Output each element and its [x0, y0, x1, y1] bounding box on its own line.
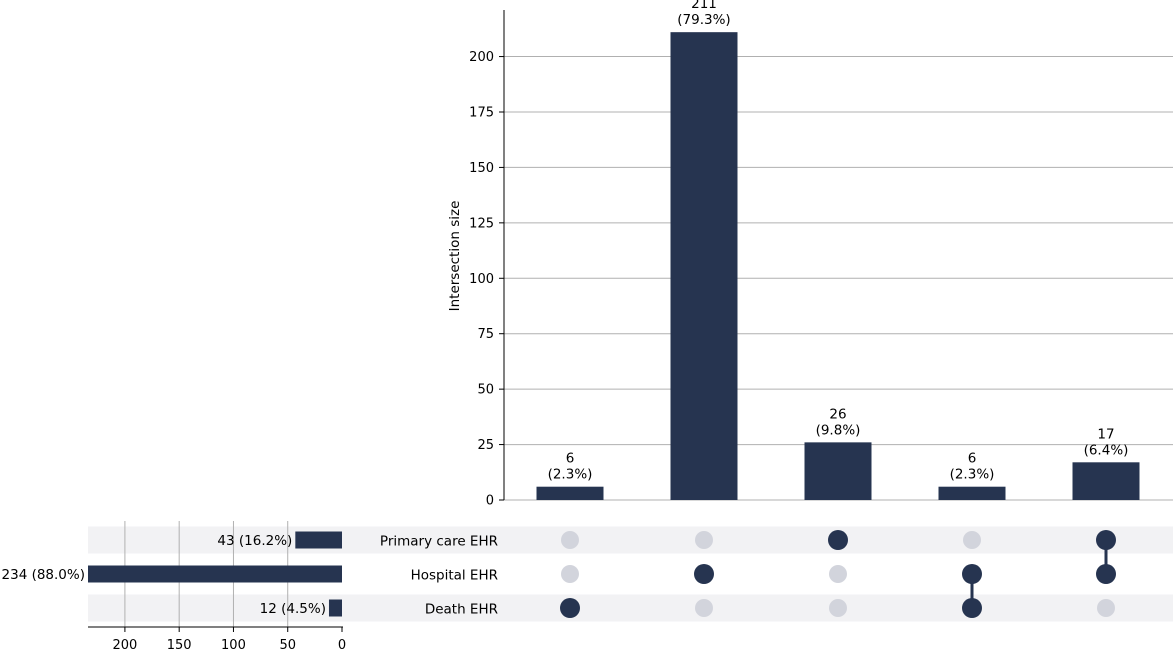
intersection-y-axis: 0 25 50 75 100 125 150 175 200: [469, 10, 505, 509]
set-size-tick-label: 50: [279, 638, 296, 651]
intersection-count-label: 211: [691, 0, 717, 12]
set-size-bar: [328, 599, 342, 617]
matrix-dot-active: [962, 598, 982, 618]
set-size-x-axis: 200 150 100 50 0: [88, 626, 346, 651]
intersection-percent-label: (2.3%): [548, 467, 593, 483]
set-size-bar: [295, 531, 342, 549]
y-tick-label: 200: [469, 50, 494, 65]
intersection-percent-label: (6.4%): [1084, 442, 1129, 458]
set-size-tick-label: 150: [167, 638, 192, 651]
set-size-label: 234 (88.0%): [2, 567, 85, 583]
matrix-stripe-0: [88, 526, 1173, 554]
matrix-dot-inactive: [829, 599, 847, 617]
set-size-tick-label: 100: [221, 638, 246, 651]
set-size-bar: [88, 565, 342, 583]
set-name-label: Death EHR: [425, 602, 498, 618]
matrix-dot-inactive: [561, 531, 579, 549]
y-tick-label: 100: [469, 272, 494, 287]
intersection-percent-label: (2.3%): [950, 467, 995, 483]
set-size-labels: 43 (16.2%) 234 (88.0%) 12 (4.5%): [2, 533, 326, 617]
intersection-percent-label: (79.3%): [677, 12, 730, 28]
intersection-count-label: 17: [1097, 426, 1114, 442]
intersection-count-label: 6: [566, 451, 575, 467]
matrix-dot-active: [694, 564, 714, 584]
y-tick-label: 150: [469, 161, 494, 176]
intersection-bar: [670, 32, 738, 501]
intersection-percent-label: (9.8%): [816, 422, 861, 438]
matrix-dot-inactive: [829, 565, 847, 583]
set-size-label: 43 (16.2%): [217, 533, 292, 549]
intersection-bar-labels: 6(2.3%)211(79.3%)26(9.8%)6(2.3%)17(6.4%): [548, 0, 1129, 483]
intersection-grid: [504, 56, 1173, 501]
matrix-dot-active: [962, 564, 982, 584]
y-axis-label: Intersection size: [447, 201, 463, 312]
set-size-tick-label: 0: [338, 638, 346, 651]
y-tick-label: 0: [486, 494, 494, 509]
matrix-dot-inactive: [561, 565, 579, 583]
y-tick-label: 125: [469, 216, 494, 231]
matrix-dot-active: [1096, 530, 1116, 550]
y-tick-label: 25: [477, 438, 494, 453]
intersection-count-label: 6: [968, 451, 977, 467]
matrix-row-stripes: [88, 526, 1173, 622]
matrix-dot-active: [828, 530, 848, 550]
matrix-dot-inactive: [1097, 599, 1115, 617]
intersection-bar: [938, 486, 1006, 500]
matrix-dot-inactive: [963, 531, 981, 549]
matrix-dot-active: [1096, 564, 1116, 584]
intersection-bar: [804, 442, 872, 500]
set-size-label: 12 (4.5%): [260, 601, 326, 617]
set-name-label: Hospital EHR: [411, 568, 498, 584]
set-size-bars: [88, 531, 342, 617]
y-tick-label: 175: [469, 105, 494, 120]
matrix-dot-inactive: [695, 531, 713, 549]
intersection-count-label: 26: [829, 406, 846, 422]
intersection-bar: [536, 486, 604, 500]
matrix-dot-inactive: [695, 599, 713, 617]
set-name-label: Primary care EHR: [380, 534, 498, 550]
set-size-tick-label: 200: [112, 638, 137, 651]
intersection-bars: [536, 32, 1140, 501]
y-tick-label: 50: [477, 383, 494, 398]
intersection-bar: [1072, 462, 1140, 500]
matrix-stripe-2: [88, 594, 1173, 622]
matrix-dot-active: [560, 598, 580, 618]
set-names: Primary care EHR Hospital EHR Death EHR: [380, 534, 498, 618]
y-tick-label: 75: [477, 327, 494, 342]
membership-matrix: [560, 530, 1116, 618]
